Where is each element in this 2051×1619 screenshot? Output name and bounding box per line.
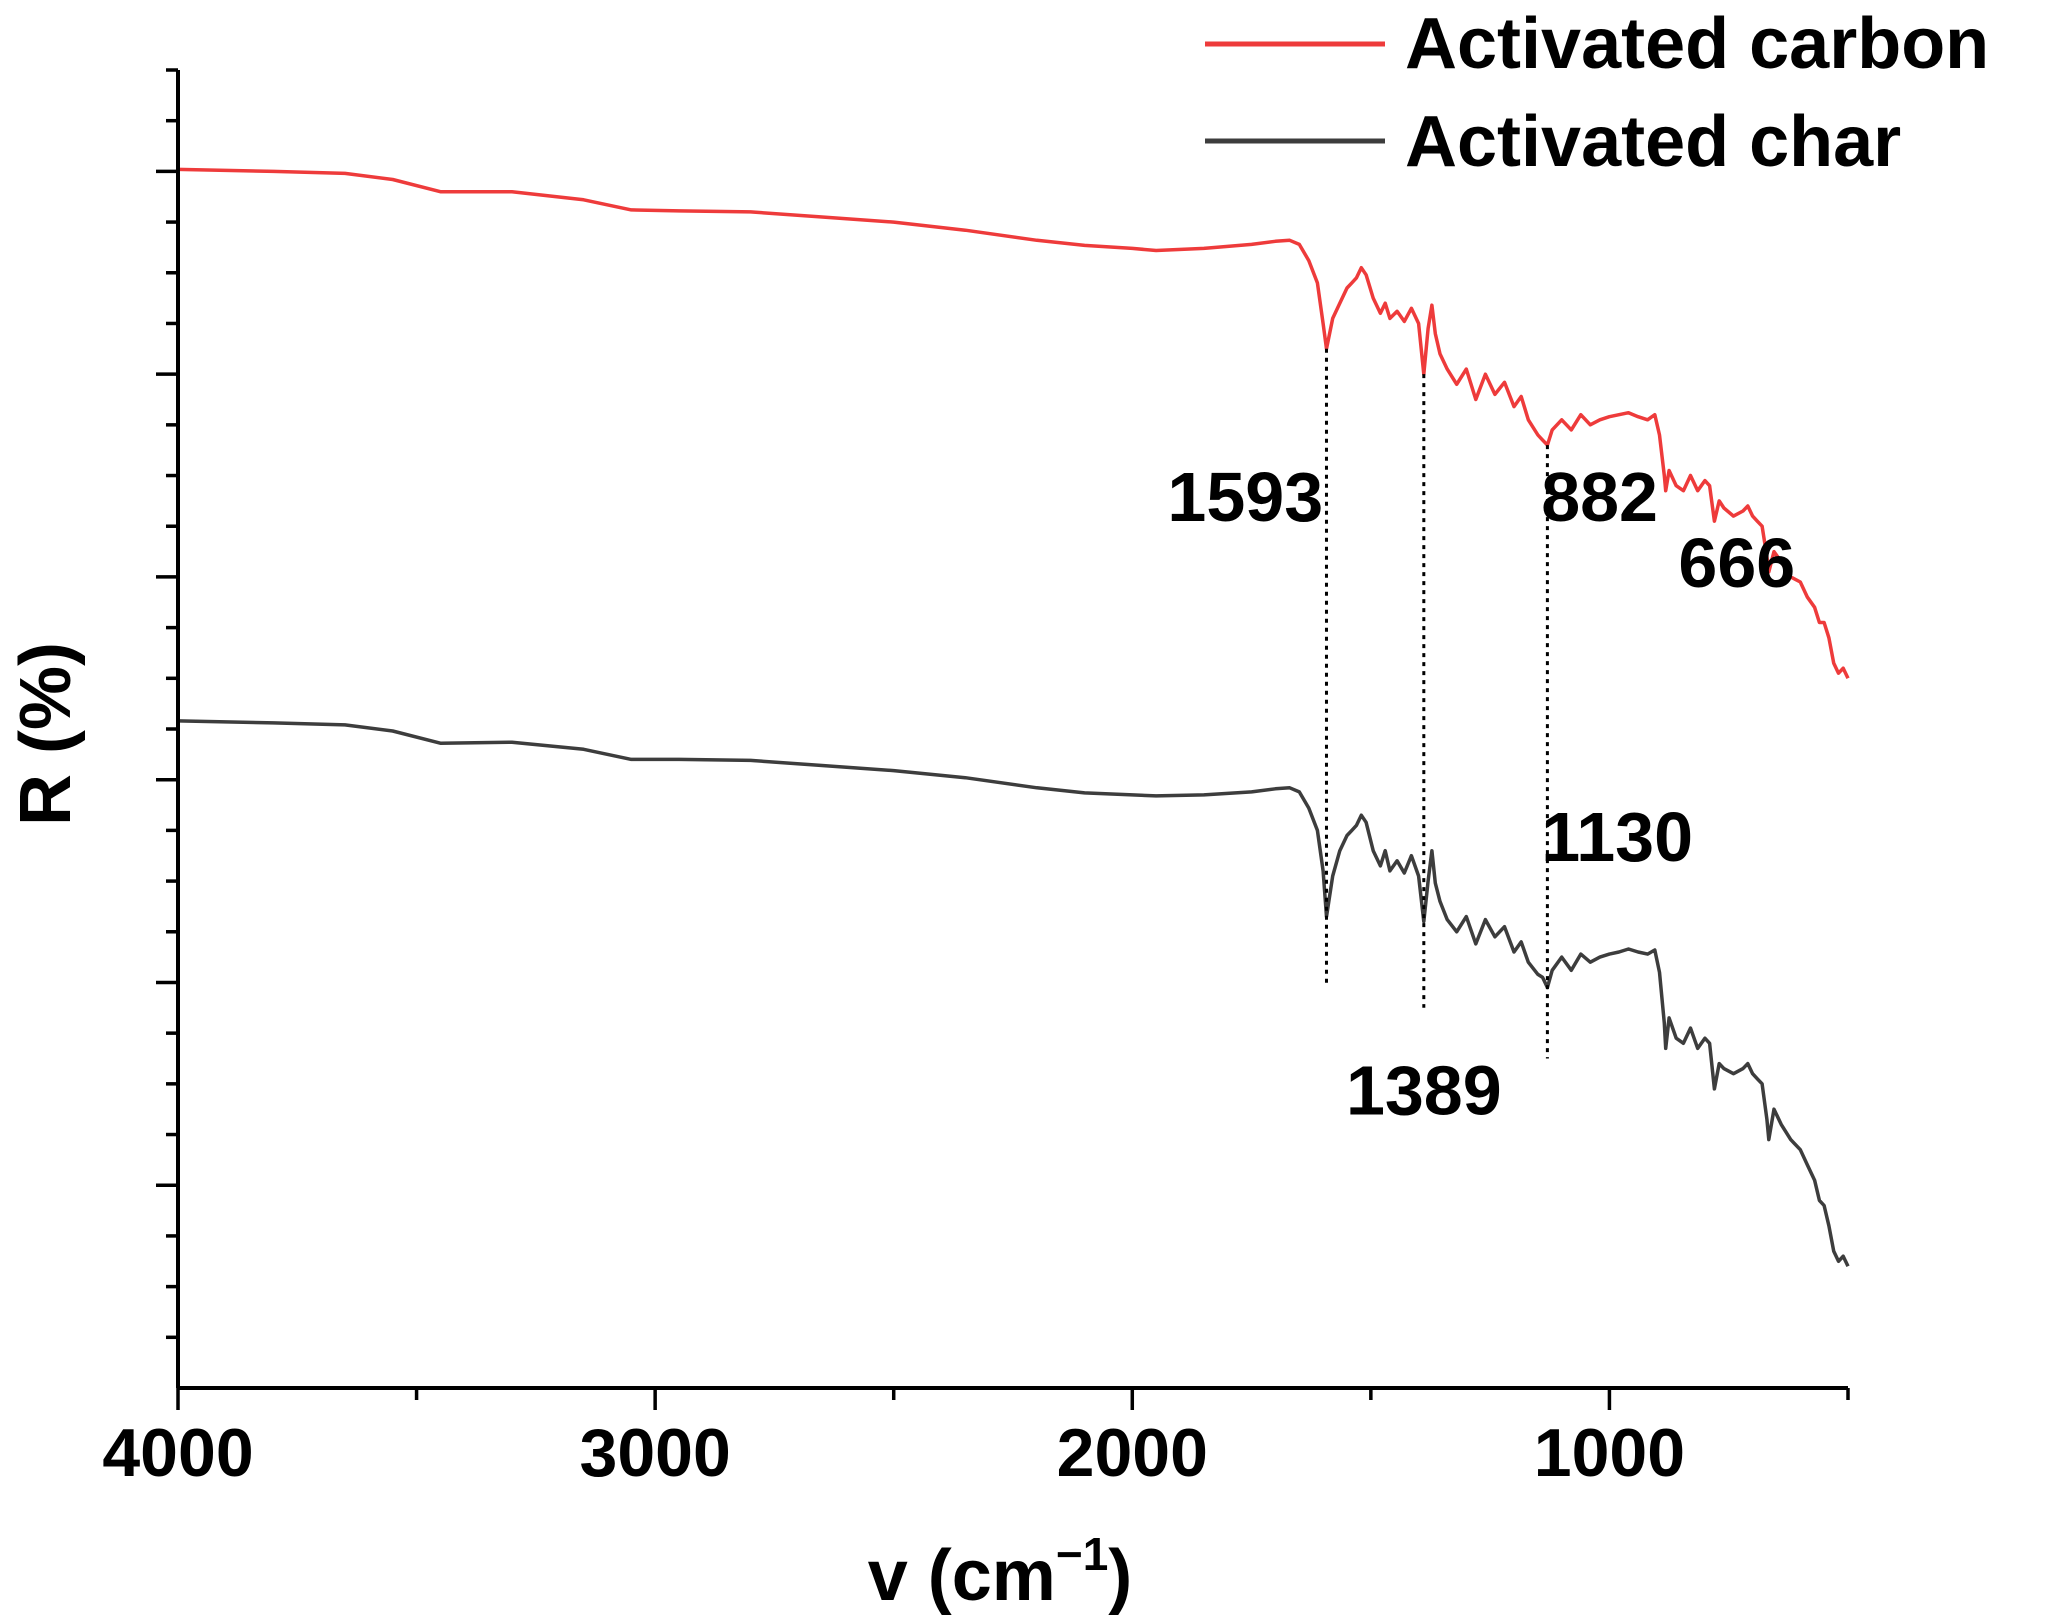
peak-label-882: 882 <box>1541 458 1658 536</box>
x-axis-title-superscript: −1 <box>1056 1528 1108 1580</box>
x-axis: 4000 3000 2000 1000 <box>102 1386 1850 1491</box>
series-line-activated-char <box>177 719 1850 1268</box>
x-axis-title: v (cm−1) <box>868 1528 1133 1616</box>
y-axis <box>156 68 180 1388</box>
legend-label-activated-carbon: Activated carbon <box>1405 4 1989 84</box>
x-tick-label-3000: 3000 <box>580 1415 731 1491</box>
y-axis-title: R (%) <box>6 642 86 826</box>
peak-label-1593: 1593 <box>1167 458 1323 536</box>
plot-lines <box>177 167 1850 1268</box>
x-axis-title-close: ) <box>1108 1536 1132 1616</box>
peak-label-666: 666 <box>1678 524 1795 602</box>
x-tick-label-4000: 4000 <box>102 1415 253 1491</box>
legend: Activated carbon Activated char <box>1205 4 1989 182</box>
series-line-activated-carbon <box>177 167 1850 680</box>
x-axis-title-main: v (cm <box>868 1536 1056 1616</box>
x-tick-label-2000: 2000 <box>1057 1415 1208 1491</box>
legend-label-activated-char: Activated char <box>1405 102 1901 182</box>
x-tick-label-1000: 1000 <box>1534 1415 1685 1491</box>
peak-label-1130: 1130 <box>1541 798 1693 876</box>
peak-label-1389: 1389 <box>1346 1051 1502 1129</box>
peak-annotations: 1593 1389 1130 882 666 <box>1167 348 1795 1129</box>
